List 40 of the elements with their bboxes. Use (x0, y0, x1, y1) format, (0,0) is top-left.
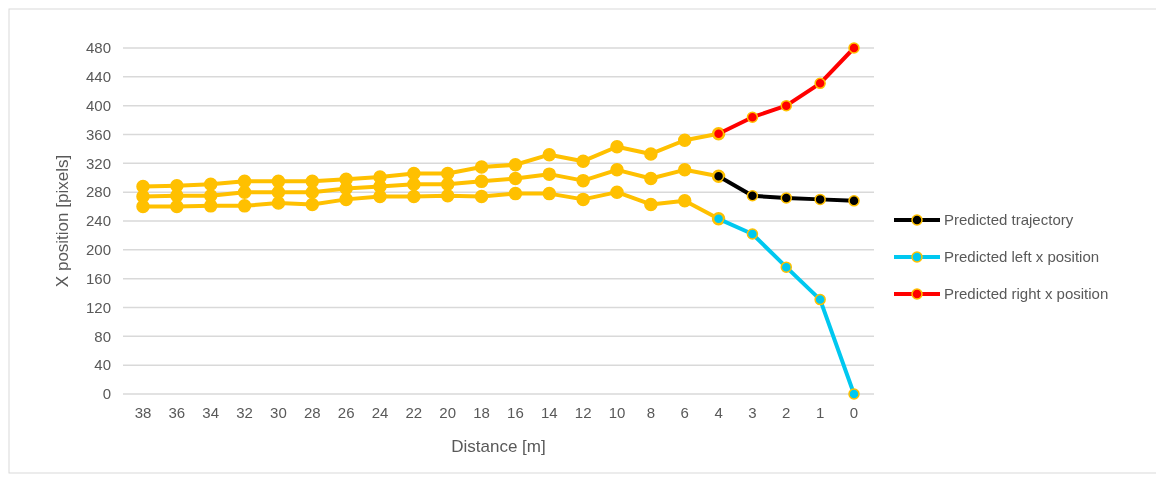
x-tick-label: 14 (540, 404, 558, 421)
x-tick-label: 36 (168, 404, 186, 421)
y-tick-label: 320 (85, 154, 111, 172)
x-tick-label: 0 (849, 404, 859, 421)
y-tick-label: 120 (85, 298, 111, 316)
x-tick-label: 16 (507, 404, 524, 421)
x-tick-label: 8 (646, 404, 656, 421)
y-tick-label: 280 (85, 183, 111, 201)
y-tick-label: 480 (85, 39, 111, 57)
x-tick-label: 12 (574, 404, 592, 421)
x-tick-label: 2 (782, 404, 791, 421)
y-tick-label: 360 (85, 125, 111, 143)
x-tick-label: 24 (371, 404, 389, 421)
y-tick-label: 0 (102, 385, 111, 403)
y-tick-label: 240 (85, 212, 111, 230)
x-tick-label: 1 (815, 404, 825, 421)
x-axis-title: Distance [m] (451, 437, 546, 456)
x-tick-label: 6 (680, 404, 689, 421)
y-tick-label: 160 (85, 269, 111, 287)
legend-label: Predicted right x position (944, 285, 1109, 303)
y-tick-label: 200 (85, 241, 111, 259)
x-tick-label: 32 (236, 404, 253, 421)
x-tick-label: 22 (405, 404, 423, 421)
x-tick-label: 28 (303, 404, 321, 421)
x-tick-label: 3 (748, 404, 757, 421)
x-tick-label: 26 (337, 404, 355, 421)
legend-label: Predicted trajectory (944, 211, 1074, 229)
x-tick-label: 38 (134, 404, 152, 421)
x-tick-label: 30 (270, 404, 287, 421)
x-tick-label: 10 (608, 404, 626, 421)
x-tick-label: 34 (202, 404, 220, 421)
y-tick-label: 400 (85, 96, 111, 114)
y-tick-label: 80 (94, 327, 111, 345)
legend-label: Predicted left x position (944, 248, 1100, 266)
y-tick-label: 40 (94, 356, 111, 374)
x-tick-label: 18 (473, 404, 490, 421)
y-tick-label: 440 (85, 68, 111, 86)
x-tick-label: 20 (439, 404, 457, 421)
y-axis-title: X position [pixels] (53, 154, 72, 288)
x-tick-label: 4 (714, 404, 723, 421)
